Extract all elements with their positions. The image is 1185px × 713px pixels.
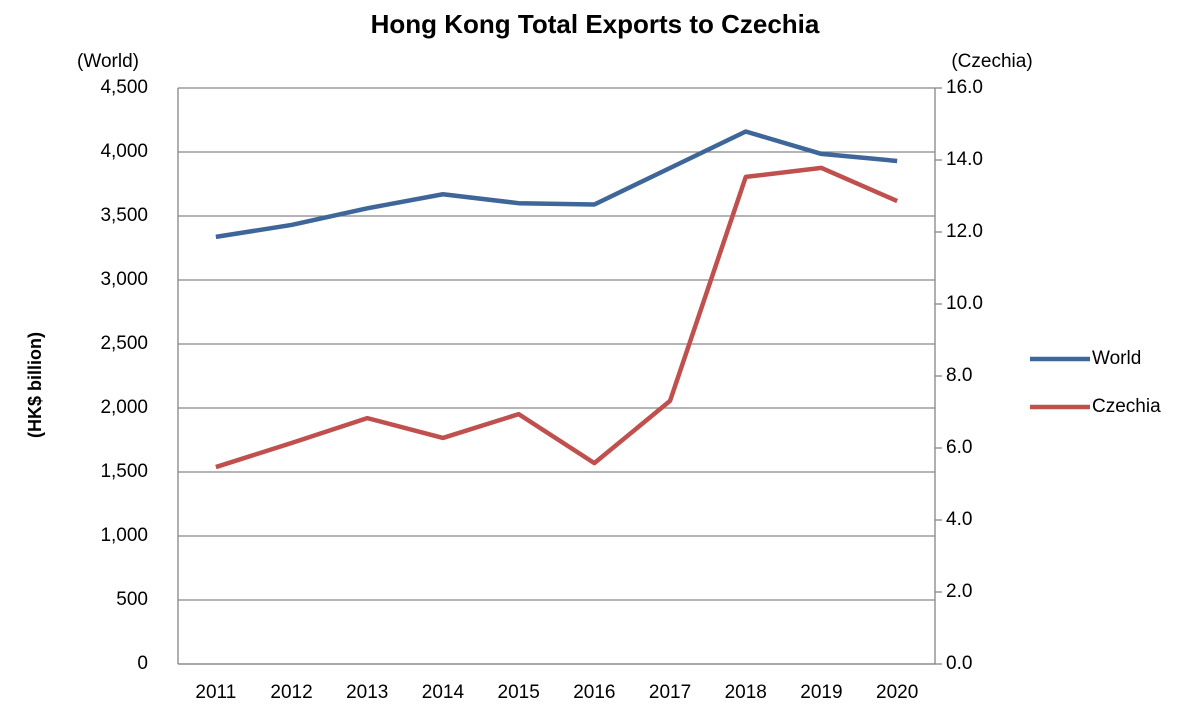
y-tick-label: 4,500 <box>100 77 148 98</box>
y2-tick-label: 6.0 <box>946 437 972 458</box>
x-tick-label: 2018 <box>725 682 767 703</box>
y2-tick-label: 4.0 <box>946 509 972 530</box>
y-tick-label: 1,000 <box>100 525 148 546</box>
y2-tick-label: 0.0 <box>946 653 972 674</box>
y2-tick-label: 12.0 <box>946 221 983 242</box>
y-tick-label: 1,500 <box>100 461 148 482</box>
legend-label: Czechia <box>1092 396 1161 417</box>
y-axis-title: (World) <box>77 51 139 72</box>
y-tick-label: 3,500 <box>100 205 148 226</box>
x-tick-label: 2020 <box>876 682 918 703</box>
x-tick-label: 2019 <box>800 682 842 703</box>
y2-axis-title: (Czechia) <box>951 51 1032 72</box>
series-line <box>215 165 899 470</box>
y-tick-label: 0 <box>137 653 148 674</box>
y-tick-label: 3,000 <box>100 269 148 290</box>
x-tick-label: 2015 <box>498 682 540 703</box>
y2-tick-label: 8.0 <box>946 365 972 386</box>
y2-tick-label: 14.0 <box>946 149 983 170</box>
x-tick-label: 2016 <box>573 682 615 703</box>
x-tick-label: 2012 <box>270 682 312 703</box>
x-tick-label: 2013 <box>346 682 388 703</box>
chart-title: Hong Kong Total Exports to Czechia <box>371 9 820 39</box>
y2-tick-label: 10.0 <box>946 293 983 314</box>
legend-label: World <box>1092 348 1141 369</box>
series-line <box>215 129 898 240</box>
y-tick-label: 2,000 <box>100 397 148 418</box>
y-tick-label: 4,000 <box>100 141 148 162</box>
y2-tick-label: 2.0 <box>946 581 972 602</box>
y-tick-label: 500 <box>116 589 148 610</box>
y-tick-label: 2,500 <box>100 333 148 354</box>
x-tick-label: 2011 <box>195 682 236 703</box>
y2-tick-label: 16.0 <box>946 77 983 98</box>
x-tick-label: 2017 <box>649 682 691 703</box>
x-tick-label: 2014 <box>422 682 465 703</box>
y-axis-label: (HK$ billion) <box>25 332 45 438</box>
